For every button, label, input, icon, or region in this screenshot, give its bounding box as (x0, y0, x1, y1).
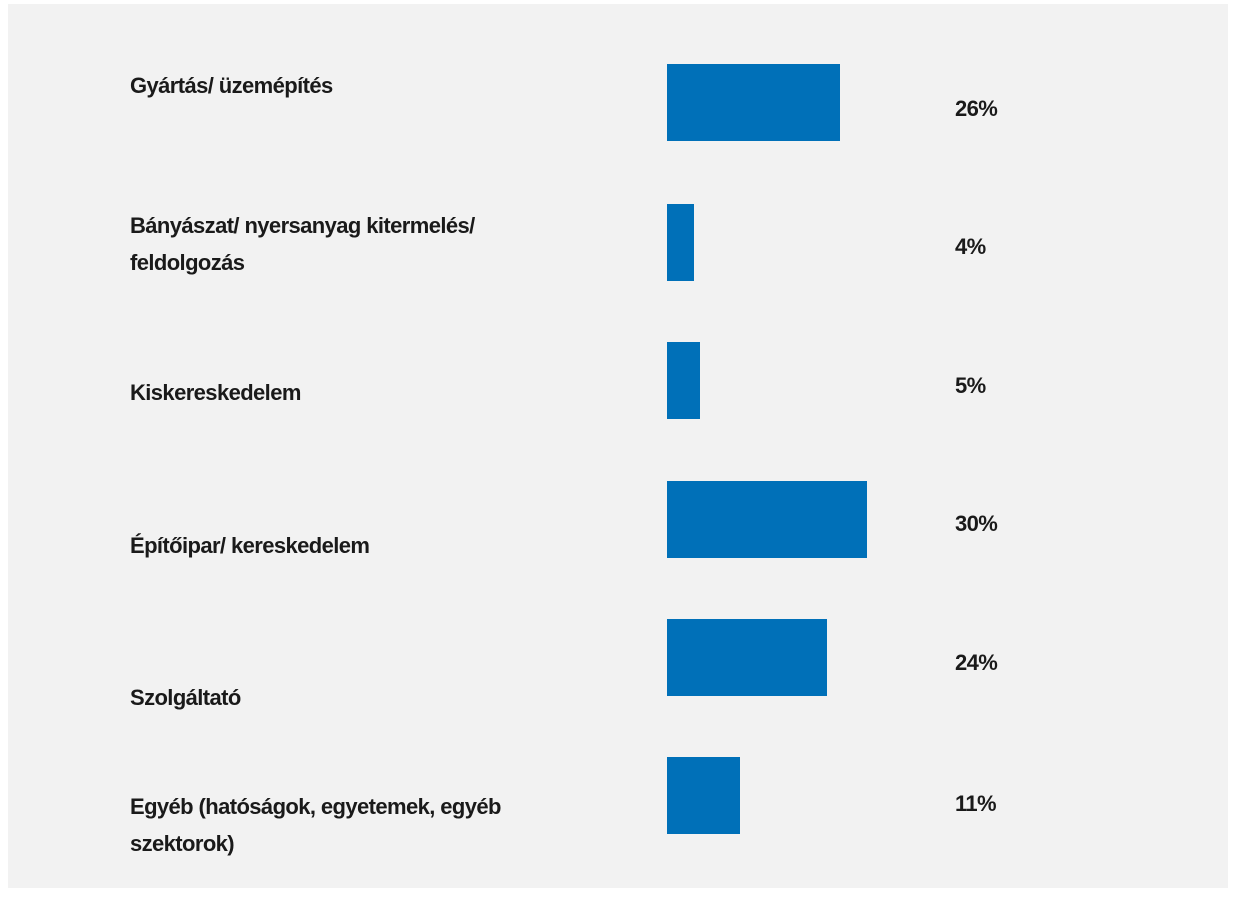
chart: Gyártás/ üzemépítés 26% Bányászat/ nyersan… (8, 4, 1228, 888)
category-label: Bányászat/ nyersanyag kitermelés/ feldol… (130, 213, 475, 275)
category-label: Építőipar/ kereskedelem (130, 533, 370, 558)
bar (667, 757, 741, 834)
category-label: Egyéb (hatóságok, egyetemek, egyéb szekt… (130, 794, 501, 856)
category-label: Gyártás/ üzemépítés (130, 73, 333, 98)
value-label: 26% (955, 96, 998, 121)
bar (667, 619, 827, 696)
category-label: Kiskereskedelem (130, 380, 301, 405)
value-label: 5% (955, 373, 986, 398)
bar (667, 342, 701, 419)
bar (667, 481, 867, 558)
value-label: 30% (955, 511, 998, 536)
bar (667, 204, 694, 281)
category-label: Szolgáltató (130, 685, 241, 710)
bar (667, 64, 841, 141)
value-label: 4% (955, 234, 986, 259)
value-label: 11% (955, 791, 997, 816)
value-label: 24% (955, 650, 998, 675)
